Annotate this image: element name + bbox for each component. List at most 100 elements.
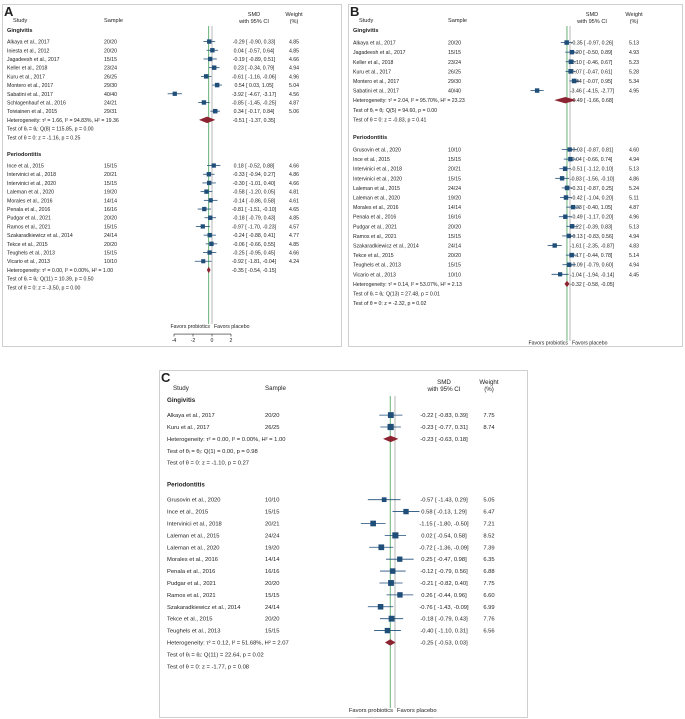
study-weight: 5.14 [629, 253, 639, 259]
study-weight: 4.83 [629, 244, 639, 250]
header-weight-unit: (%) [630, 19, 639, 25]
study-marker [403, 508, 409, 515]
study-weight: 4.66 [289, 181, 299, 187]
summary-ci: -0.32 [ -0.58, -0.05] [570, 282, 615, 288]
study-ci: -0.22 [ -0.83, 0.39] [420, 413, 468, 419]
study-sample: 26/25 [448, 69, 461, 75]
study-name: Szakaradkiewicz et al., 2014 [7, 233, 73, 239]
heterogeneity-text: Heterogeneity: τ² = 2.04, I² = 95.70%, H… [353, 98, 465, 104]
study-name: Szakaradkiewicz et al., 2014 [167, 605, 241, 611]
study-weight: 4.87 [289, 100, 299, 106]
study-ci: -0.18 [ -0.79, 0.43] [420, 617, 468, 623]
study-weight: 4.56 [289, 92, 299, 98]
study-marker [567, 147, 572, 152]
panel-c-letter: C [161, 370, 171, 385]
study-ci: -0.81 [ -1.51, -0.10] [232, 207, 277, 213]
study-sample: 19/20 [448, 196, 461, 202]
study-sample: 15/15 [265, 629, 280, 635]
study-weight: 4.66 [289, 251, 299, 257]
study-name: Penala et al., 2016 [7, 207, 50, 213]
study-weight: 4.60 [629, 148, 639, 154]
study-name: Jagadeesh et al., 2017 [353, 50, 406, 56]
study-ci: -0.30 [ -1.01, 0.40] [233, 181, 276, 187]
study-sample: 20/21 [104, 172, 117, 178]
study-ci: 0.20 [ -0.50, 0.89] [572, 50, 613, 56]
study-weight: 4.94 [629, 234, 639, 240]
study-name: Grusovin et al., 2020 [167, 498, 221, 504]
study-sample: 20/20 [448, 253, 461, 259]
study-name: Morales et al., 2016 [353, 205, 399, 211]
study-ci: -1.15 [ -1.80, -0.50] [419, 521, 469, 527]
study-sample: 15/15 [104, 164, 117, 170]
header-study: Study [359, 18, 374, 24]
study-ci: -0.09 [ -0.79, 0.60] [571, 263, 614, 269]
study-sample: 24/21 [104, 100, 117, 106]
study-ci: 0.04 [ -0.66, 0.74] [572, 157, 613, 163]
header-study: Study [13, 18, 28, 24]
test-text: Test of θᵢ = θⱼ: Q(11) = 10.39, p = 0.50 [7, 277, 94, 283]
study-weight: 8.52 [483, 533, 494, 539]
study-marker [207, 39, 212, 44]
header-study: Study [173, 385, 190, 392]
study-sample: 29/30 [448, 79, 461, 85]
study-weight: 4.94 [629, 263, 639, 269]
study-sample: 20/20 [265, 581, 280, 587]
test-text: Test of θ = 0: z = -1.10, p = 0.27 [167, 461, 249, 467]
study-name: Intervinici et al., 2018 [353, 167, 402, 173]
study-marker [562, 166, 568, 171]
group-title: Gingivitis [167, 397, 196, 404]
study-marker [552, 243, 557, 248]
study-sample: 14/14 [448, 205, 461, 211]
study-name: Kuru et al., 2017 [353, 69, 391, 75]
study-weight: 4.45 [629, 272, 639, 278]
study-weight: 4.96 [289, 74, 299, 80]
test-text: Test of θ = 0: z = -3.50, p = 0.00 [7, 285, 81, 291]
study-ci: -0.13 [ -0.83, 0.56] [571, 234, 614, 240]
study-name: Pudgar et al., 2021 [167, 581, 216, 587]
study-weight: 5.06 [289, 109, 299, 115]
test-text: Test of θᵢ = θⱼ: Q(1) = 0.00, p = 0.98 [167, 449, 258, 455]
study-sample: 24/14 [448, 244, 461, 250]
header-weight-unit: (%) [484, 386, 494, 393]
heterogeneity-text: Heterogeneity: τ² = 0.14, I² = 53.07%, H… [353, 282, 462, 288]
study-sample: 19/20 [265, 545, 280, 551]
study-name: Ince et al., 2015 [7, 164, 44, 170]
group-title: Gingivitis [7, 28, 33, 34]
study-sample: 24/14 [265, 605, 280, 611]
study-sample: 20/20 [104, 242, 117, 248]
summary-diamond [564, 280, 570, 288]
study-sample: 15/15 [104, 57, 117, 63]
study-marker [381, 497, 387, 503]
header-weight-unit: (%) [290, 19, 299, 25]
study-weight: 7.75 [483, 581, 494, 587]
summary-diamond [206, 266, 211, 274]
study-name: Ince et al., 2015 [353, 157, 390, 163]
study-ci: -0.23 [ -0.77, 0.31] [420, 425, 468, 431]
study-sample: 15/15 [448, 157, 461, 163]
study-marker [206, 180, 212, 186]
study-name: Jagadeesh et al., 2017 [7, 57, 60, 63]
study-marker [208, 198, 213, 203]
study-name: Schlagenhauf et al., 2016 [7, 100, 66, 106]
study-name: Alkaya et al., 2017 [353, 41, 396, 47]
study-ci: -0.18 [ -0.79, 0.43] [233, 216, 276, 222]
study-weight: 7.21 [483, 521, 494, 527]
test-text: Test of θ = 0: z = -1.16, p = 0.25 [7, 135, 81, 141]
study-weight: 6.56 [483, 629, 494, 635]
study-marker [558, 272, 563, 277]
study-name: Laleman et al., 2020 [167, 545, 220, 551]
panel-b-frame [348, 4, 683, 347]
study-ci: 0.44 [ -0.07, 0.95] [572, 79, 613, 85]
study-ci: -0.33 [ -0.94, 0.27] [233, 172, 276, 178]
study-weight: 5.34 [629, 79, 639, 85]
study-weight: 7.76 [483, 617, 494, 623]
study-name: Laleman et al., 2015 [167, 533, 220, 539]
study-name: Pudgar et al., 2021 [353, 224, 397, 230]
study-ci: 0.33 [ -0.40, 1.05] [572, 205, 613, 211]
study-marker [569, 49, 575, 55]
summary-ci: -0.35 [ -0.54, -0.15] [232, 268, 277, 274]
study-ci: 0.58 [ -0.13, 1.29] [421, 510, 467, 516]
study-name: Tekce et al., 2015 [353, 253, 394, 259]
study-sample: 20/21 [448, 167, 461, 173]
